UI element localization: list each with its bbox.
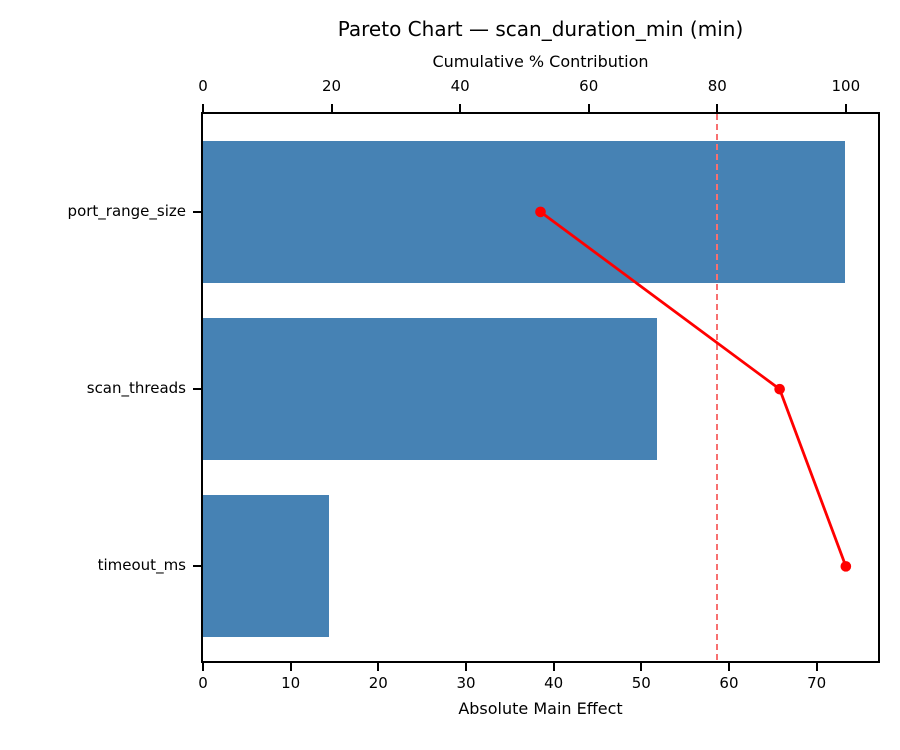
top-axis-tick-label-40: 40 xyxy=(450,77,470,95)
bottom-axis-tick-label-50: 50 xyxy=(631,674,651,692)
y-axis-tick-scan_threads xyxy=(193,388,201,391)
bottom-axis-tick-20 xyxy=(377,663,380,671)
y-axis-tick-label-timeout_ms: timeout_ms xyxy=(97,556,186,575)
cumulative-line xyxy=(539,210,848,567)
bottom-axis-tick-40 xyxy=(552,663,555,671)
bottom-axis-tick-label-20: 20 xyxy=(368,674,388,692)
bottom-axis-tick-30 xyxy=(464,663,467,671)
top-axis-tick-100 xyxy=(844,104,847,112)
bar-port_range_size xyxy=(203,140,845,284)
y-axis-tick-port_range_size xyxy=(193,210,201,213)
cumulative-line-layer xyxy=(535,206,852,572)
threshold-80pct-line xyxy=(716,114,719,661)
bar-timeout_ms xyxy=(203,495,330,638)
bottom-axis-tick-label-30: 30 xyxy=(456,674,476,692)
top-axis-tick-label-60: 60 xyxy=(579,77,599,95)
top-axis-tick-40 xyxy=(459,104,462,112)
bottom-axis-tick-60 xyxy=(727,663,730,671)
cumulative-marker-timeout_ms xyxy=(840,561,852,572)
top-axis-tick-label-0: 0 xyxy=(198,77,208,95)
top-axis-tick-0 xyxy=(202,104,204,112)
y-axis-tick-label-port_range_size: port_range_size xyxy=(67,201,186,220)
chart-title: Pareto Chart — scan_duration_min (min) xyxy=(337,17,744,41)
bottom-axis-tick-70 xyxy=(815,663,818,671)
bottom-axis-tick-label-0: 0 xyxy=(198,674,208,692)
top-axis-tick-label-100: 100 xyxy=(831,77,861,95)
plot-area xyxy=(201,112,880,663)
top-axis-tick-label-20: 20 xyxy=(322,77,342,95)
top-axis-tick-80 xyxy=(716,104,719,112)
y-axis-tick-label-scan_threads: scan_threads xyxy=(86,379,186,398)
bottom-axis-tick-label-10: 10 xyxy=(281,674,301,692)
bottom-axis-tick-label-70: 70 xyxy=(807,674,827,692)
bottom-axis-tick-label-60: 60 xyxy=(719,674,739,692)
top-axis-tick-60 xyxy=(587,104,590,112)
bottom-axis-tick-label-40: 40 xyxy=(544,674,564,692)
bar-scan_threads xyxy=(203,318,658,461)
cumulative-marker-port_range_size xyxy=(535,206,546,218)
bottom-axis-tick-10 xyxy=(289,663,292,671)
top-axis-tick-label-80: 80 xyxy=(707,77,727,95)
bottom-axis-tick-50 xyxy=(640,663,643,671)
bottom-axis-tick-0 xyxy=(202,663,204,671)
top-axis-label: Cumulative % Contribution xyxy=(432,52,649,71)
cumulative-marker-scan_threads xyxy=(774,383,785,395)
y-axis-tick-timeout_ms xyxy=(193,565,201,568)
bottom-axis-label: Absolute Main Effect xyxy=(458,699,623,718)
top-axis-tick-20 xyxy=(330,104,333,112)
